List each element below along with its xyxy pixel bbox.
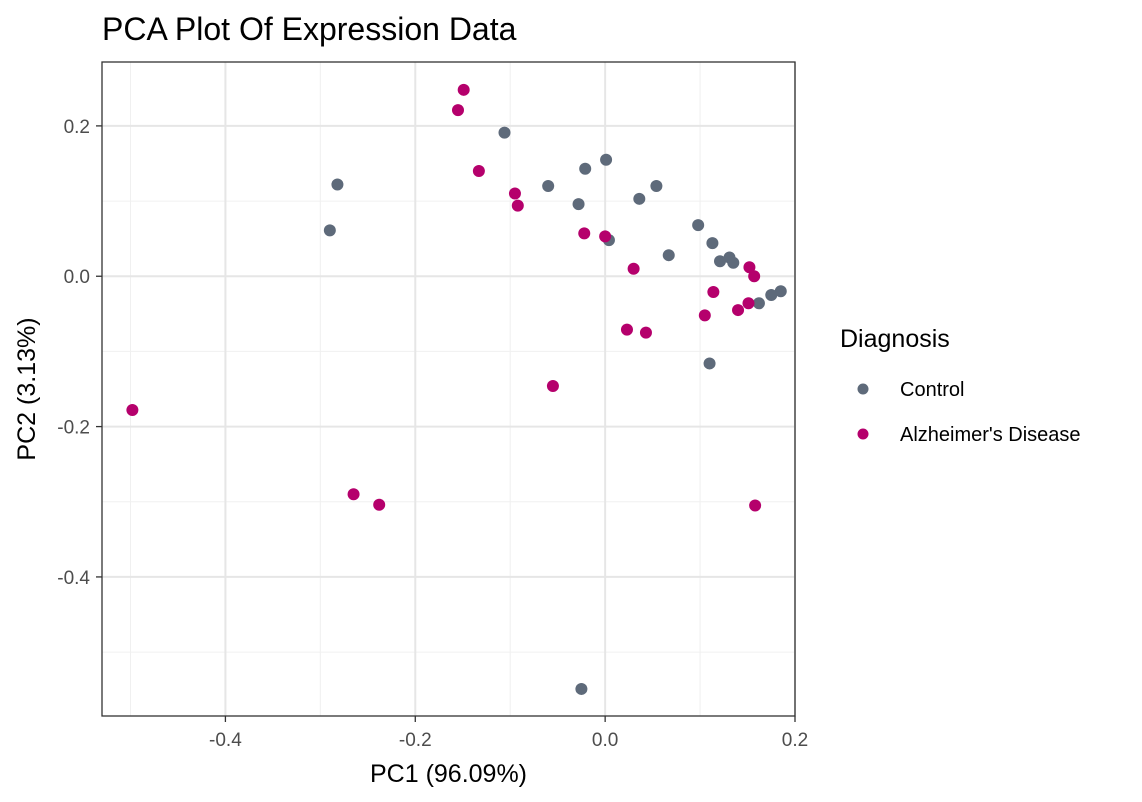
data-point-control [765, 289, 778, 302]
ticks-layer: -0.4 -0.2 0.0 0.2 0.2 0.0 -0.2 -0.4 [57, 117, 808, 751]
data-point-control [703, 357, 716, 370]
y-tick-label: -0.4 [57, 568, 90, 589]
data-point-control [542, 180, 555, 193]
data-point-control [714, 255, 727, 268]
data-point-alzheimers [546, 379, 559, 392]
data-point-control [579, 162, 592, 175]
data-point-control [650, 180, 663, 193]
data-point-control [706, 237, 719, 250]
data-point-alzheimers [578, 227, 591, 240]
data-point-alzheimers [508, 187, 521, 200]
data-point-alzheimers [457, 83, 470, 96]
data-point-control [752, 297, 765, 310]
data-point-control [727, 256, 740, 269]
x-tick-label: -0.4 [209, 730, 242, 751]
x-tick-label: -0.2 [399, 730, 432, 751]
data-point-alzheimers [373, 498, 386, 511]
x-axis-title: PC1 (96.09%) [370, 760, 527, 788]
legend-label-alzheimers: Alzheimer's Disease [900, 424, 1081, 446]
data-point-alzheimers [707, 286, 720, 299]
data-point-alzheimers [627, 262, 640, 275]
data-point-alzheimers [451, 104, 464, 117]
data-point-alzheimers [742, 297, 755, 310]
y-tick-label: 0.0 [64, 267, 90, 288]
x-tick-label: 0.2 [782, 730, 808, 751]
data-point-alzheimers [599, 230, 612, 243]
grid-layer [102, 62, 796, 716]
data-point-control [774, 285, 787, 298]
legend-key-control [857, 383, 869, 395]
data-point-control [575, 682, 588, 695]
y-tick-label: -0.2 [57, 418, 90, 439]
chart-title: PCA Plot Of Expression Data [102, 11, 517, 47]
data-point-alzheimers [639, 326, 652, 339]
data-point-alzheimers [126, 404, 139, 417]
data-point-control [662, 249, 675, 262]
x-tick-label: 0.0 [592, 730, 618, 751]
data-point-control [692, 219, 705, 232]
data-point-control [323, 224, 336, 237]
legend-title: Diagnosis [840, 325, 950, 353]
panel-border [101, 61, 796, 717]
data-point-control [331, 178, 344, 191]
data-point-alzheimers [749, 499, 762, 512]
y-tick-label: 0.2 [64, 117, 90, 138]
data-point-control [633, 192, 646, 205]
points-layer [126, 83, 787, 695]
data-point-control [572, 198, 585, 211]
data-point-alzheimers [732, 304, 745, 317]
data-point-alzheimers [620, 323, 633, 336]
data-point-alzheimers [511, 199, 524, 212]
y-axis-title: PC2 (3.13%) [13, 317, 41, 460]
legend-key-alzheimers [857, 428, 869, 440]
data-point-alzheimers [698, 309, 711, 322]
legend: Diagnosis Control Alzheimer's Disease [840, 325, 1081, 446]
data-point-alzheimers [472, 165, 485, 177]
legend-label-control: Control [900, 379, 964, 401]
data-point-alzheimers [743, 261, 756, 274]
data-point-alzheimers [347, 488, 360, 501]
data-point-control [498, 126, 511, 139]
data-point-control [600, 153, 613, 166]
data-point-alzheimers [748, 270, 761, 283]
